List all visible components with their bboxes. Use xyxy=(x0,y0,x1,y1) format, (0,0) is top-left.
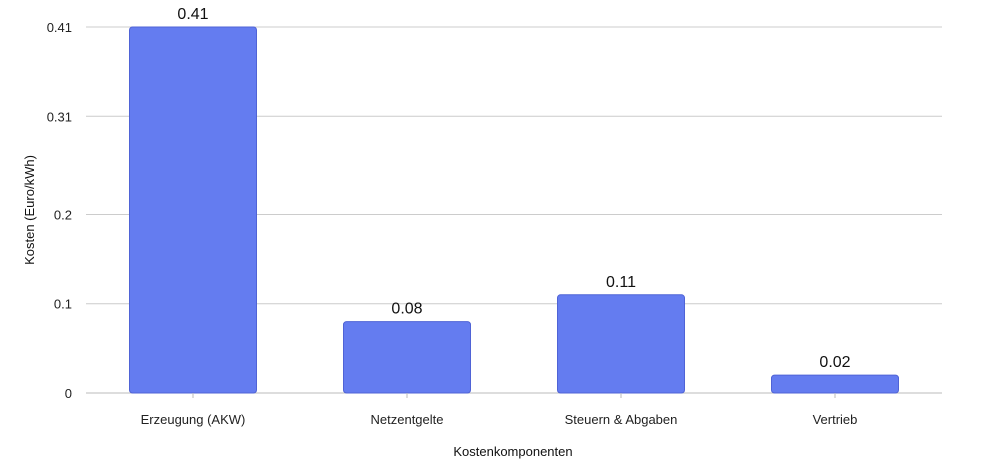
data-label: 0.11 xyxy=(606,274,636,291)
y-tick-label: 0.1 xyxy=(54,297,72,312)
bar xyxy=(129,26,257,394)
x-axis-title: Kostenkomponenten xyxy=(453,444,572,459)
bar xyxy=(557,294,685,394)
data-labels: 0.41 0.08 0.11 0.02 xyxy=(177,6,850,371)
y-axis-title: Kosten (Euro/kWh) xyxy=(22,155,37,265)
x-tick-label: Netzentgelte xyxy=(371,412,444,427)
x-tick-label: Steuern & Abgaben xyxy=(565,412,678,427)
y-tick-label: 0 xyxy=(65,386,72,401)
data-label: 0.41 xyxy=(177,6,208,23)
data-label: 0.08 xyxy=(391,301,422,318)
bars xyxy=(129,26,899,394)
x-tick-label: Vertrieb xyxy=(813,412,858,427)
y-tick-label: 0.31 xyxy=(47,109,72,124)
data-label: 0.02 xyxy=(819,354,850,371)
y-tick-label: 0.2 xyxy=(54,207,72,222)
x-tick-label: Erzeugung (AKW) xyxy=(141,412,246,427)
y-axis-ticks: 0 0.1 0.2 0.31 0.41 xyxy=(47,20,72,401)
bar xyxy=(771,374,899,394)
y-tick-label: 0.41 xyxy=(47,20,72,35)
bar xyxy=(343,321,471,394)
x-axis-ticks: Erzeugung (AKW) Netzentgelte Steuern & Abg… xyxy=(141,393,858,427)
